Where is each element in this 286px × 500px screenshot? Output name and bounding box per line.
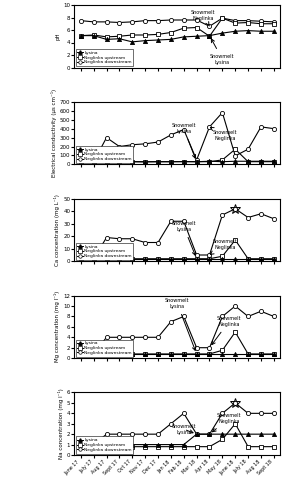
Legend: Lysina, Neglinka upstream, Neglinka downstream: Lysina, Neglinka upstream, Neglinka down… (76, 436, 133, 454)
Y-axis label: Mg concentration (mg l⁻¹): Mg concentration (mg l⁻¹) (54, 291, 60, 362)
Text: Snowmelt
Lysina: Snowmelt Lysina (172, 424, 196, 434)
Y-axis label: Electrical conductivity (μs cm⁻¹): Electrical conductivity (μs cm⁻¹) (51, 89, 57, 177)
Legend: Lysina, Neglinka upstream, Neglinka downstream: Lysina, Neglinka upstream, Neglinka down… (76, 146, 133, 163)
Text: Snowmelt
Neglinka: Snowmelt Neglinka (210, 239, 237, 254)
Text: Snowmelt
Lysina: Snowmelt Lysina (172, 221, 196, 255)
Text: Snowmelt
Neglinka: Snowmelt Neglinka (191, 10, 215, 26)
Legend: Lysina, Neglinka upstream, Neglinka downstream: Lysina, Neglinka upstream, Neglinka down… (76, 340, 133, 357)
Text: Snowmelt
Lysina: Snowmelt Lysina (165, 298, 196, 350)
Text: Snowmelt
Neglinka: Snowmelt Neglinka (212, 414, 241, 432)
Text: Snowmelt
Lysina: Snowmelt Lysina (172, 124, 196, 158)
Y-axis label: Na concentration (mg l⁻¹): Na concentration (mg l⁻¹) (58, 388, 64, 459)
Y-axis label: pH: pH (55, 32, 60, 40)
Text: Snowmelt
Neglinka: Snowmelt Neglinka (212, 316, 241, 344)
Text: Snowmelt
Neglinka: Snowmelt Neglinka (210, 128, 237, 141)
Legend: Lysina, Neglinka upstream, Neglinka downstream: Lysina, Neglinka upstream, Neglinka down… (76, 242, 133, 260)
Text: Snowmelt
Lysina: Snowmelt Lysina (210, 39, 235, 64)
Y-axis label: Ca concentration (mg L⁻¹): Ca concentration (mg L⁻¹) (54, 194, 60, 266)
Legend: Lysina, Neglinka upstream, Neglinka downstream: Lysina, Neglinka upstream, Neglinka down… (76, 49, 133, 66)
